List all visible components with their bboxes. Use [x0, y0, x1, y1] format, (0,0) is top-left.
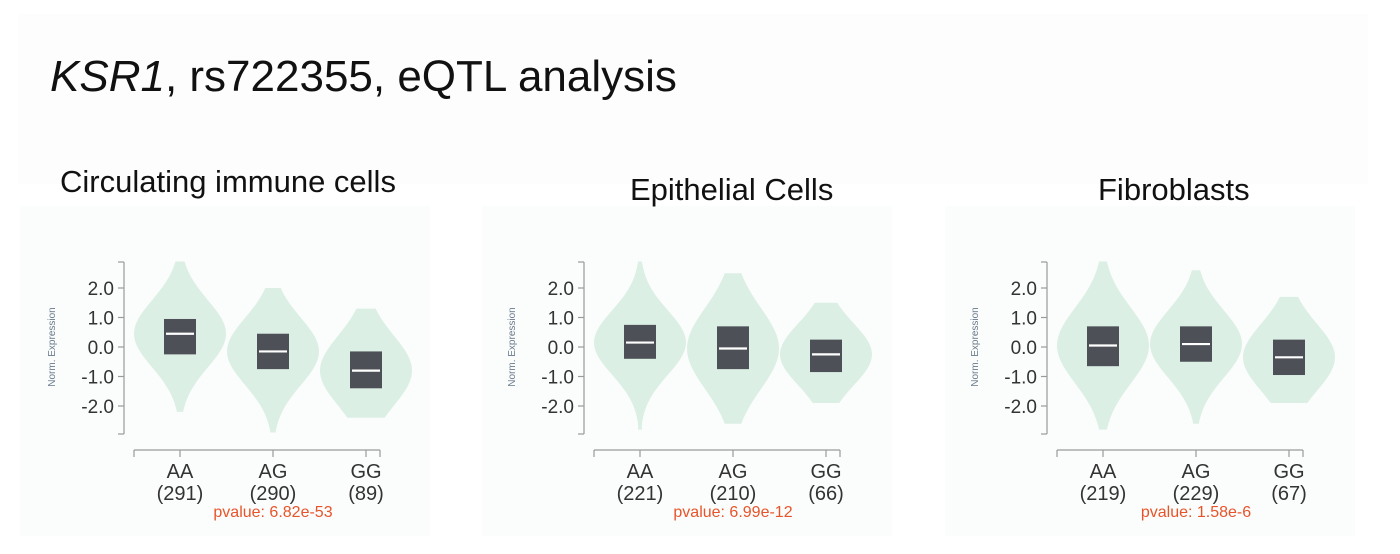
x-tick-label-ag: AG [259, 461, 288, 483]
y-tick-label: 0.0 [1011, 338, 1037, 359]
violin-chart-circulating-immune-cells: 2.0 1.0 0.0 -1.0 -2.0 Norm. Expression AA(291)… [47, 261, 412, 521]
x-tick-label-aa: AA [167, 461, 194, 483]
panel-title-circulating-immune-cells: Circulating immune cells [60, 164, 396, 199]
y-tick-label: -1.0 [1004, 368, 1037, 389]
pvalue-label: pvalue: 6.99e-12 [673, 504, 792, 521]
pvalue-label: pvalue: 6.82e-53 [213, 504, 332, 521]
sample-count-aa: (221) [617, 483, 664, 505]
violin-chart-fibroblasts: 2.0 1.0 0.0 -1.0 -2.0 Norm. Expression AA(219)… [970, 261, 1335, 521]
y-tick-label: -2.0 [1004, 397, 1037, 418]
iqr-box-gg [810, 339, 842, 373]
iqr-box-aa [164, 318, 196, 355]
y-axis-label: Norm. Expression [47, 307, 58, 386]
y-tick-label: 1.0 [548, 309, 574, 330]
pvalue-label: pvalue: 1.58e-6 [1141, 504, 1251, 521]
x-tick-label-gg: GG [810, 461, 841, 483]
sample-count-gg: (89) [348, 483, 384, 505]
x-tick-label-ag: AG [719, 461, 748, 483]
y-tick-label: 2.0 [88, 279, 114, 300]
gene-name: KSR1 [50, 52, 165, 101]
x-tick-label-aa: AA [1090, 461, 1117, 483]
sample-count-ag: (229) [1173, 483, 1220, 505]
x-tick-label-gg: GG [350, 461, 381, 483]
y-tick-label: 1.0 [88, 309, 114, 330]
x-tick-label-gg: GG [1273, 461, 1304, 483]
page-title: KSR1, rs722355, eQTL analysis [50, 52, 677, 102]
violin-chart-epithelial-cells: 2.0 1.0 0.0 -1.0 -2.0 Norm. Expression AA(221)… [507, 261, 872, 521]
y-tick-label: 2.0 [1011, 279, 1037, 300]
y-tick-label: 0.0 [88, 338, 114, 359]
title-rest: , rs722355, eQTL analysis [164, 52, 677, 101]
sample-count-gg: (67) [1271, 483, 1307, 505]
y-axis-label: Norm. Expression [970, 307, 981, 386]
sample-count-aa: (291) [157, 483, 204, 505]
panel-title-fibroblasts: Fibroblasts [1098, 172, 1250, 207]
sample-count-aa: (219) [1080, 483, 1127, 505]
x-tick-label-aa: AA [627, 461, 654, 483]
y-tick-label: -1.0 [81, 368, 114, 389]
panel-title-epithelial-cells: Epithelial Cells [630, 172, 834, 207]
y-tick-label: 0.0 [548, 338, 574, 359]
title-band [18, 14, 1368, 184]
y-tick-label: 1.0 [1011, 309, 1037, 330]
y-tick-label: -2.0 [541, 397, 574, 418]
y-axis-label: Norm. Expression [507, 307, 518, 386]
sample-count-gg: (66) [808, 483, 844, 505]
sample-count-ag: (210) [710, 483, 757, 505]
sample-count-ag: (290) [250, 483, 297, 505]
y-tick-label: 2.0 [548, 279, 574, 300]
x-tick-label-ag: AG [1182, 461, 1211, 483]
y-tick-label: -2.0 [81, 397, 114, 418]
y-tick-label: -1.0 [541, 368, 574, 389]
